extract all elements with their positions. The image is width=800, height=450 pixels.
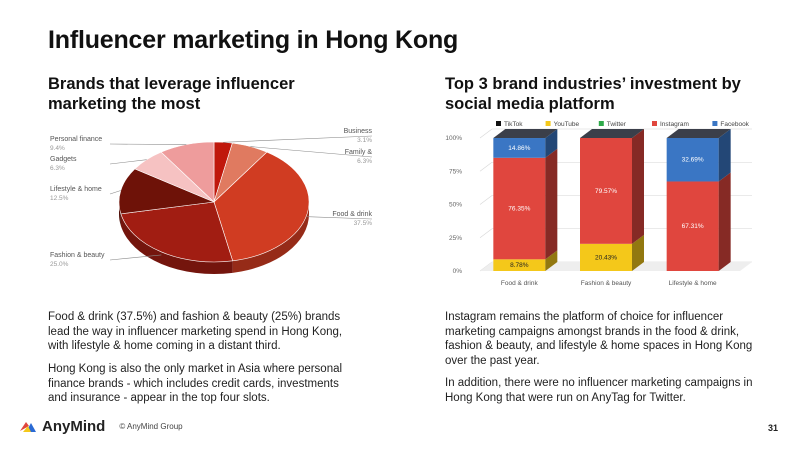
- pie-paragraph-2: Hong Kong is also the only market in Asi…: [48, 363, 343, 404]
- pie-label-6: Personal finance: [50, 136, 102, 143]
- bar-value-2-3: 67.31%: [682, 223, 704, 230]
- legend-swatch-3: [652, 121, 657, 126]
- anymind-logo-icon: [20, 421, 36, 432]
- y-tick-0: 0%: [453, 268, 463, 275]
- pie-label-5: Gadgets: [50, 156, 77, 163]
- bar-value-1-3: 79.57%: [595, 188, 617, 195]
- bar-side-1-3: [632, 129, 644, 244]
- page-title: Influencer marketing in Hong Kong: [48, 26, 459, 54]
- pie-section-heading: Brands that leverage influencer marketin…: [48, 75, 295, 113]
- legend-label-3: Instagram: [660, 121, 689, 128]
- pie-leader-2: [307, 216, 373, 220]
- bar-side-2-4: [718, 129, 731, 182]
- bar-side-2-3: [718, 172, 731, 271]
- x-tick-1: Fashion & beauty: [581, 280, 632, 287]
- bar-side-0-4: [545, 129, 558, 158]
- bar-0-youtube: [493, 259, 546, 271]
- grid-diag-3: [479, 162, 493, 172]
- bar-2-instagram: [666, 181, 719, 271]
- legend-label-0: TikTok: [504, 121, 523, 128]
- pie-slice-3: [120, 201, 234, 263]
- pie-leader-4: [109, 190, 121, 195]
- pie-leader-1: [250, 146, 373, 158]
- bar-side-0-1: [545, 250, 558, 271]
- pie-pct-0: 3.1%: [357, 137, 372, 144]
- bar-value-2-4: 32.69%: [682, 157, 704, 164]
- bar-section-heading: Top 3 brand industries’ investment by so…: [445, 75, 741, 113]
- pie-leader-6: [109, 143, 187, 145]
- pie-pct-5: 6.3%: [50, 165, 65, 172]
- bar-top-0: [493, 129, 558, 139]
- pie-pct-4: 12.5%: [50, 195, 69, 202]
- pie-pct-2: 37.5%: [354, 220, 373, 227]
- page-number: 31: [767, 423, 778, 433]
- grid-diag-4: [479, 128, 493, 139]
- y-tick-4: 100%: [445, 135, 462, 142]
- grid-diag-1: [479, 228, 493, 238]
- legend-label-2: Twitter: [607, 121, 627, 128]
- legend-swatch-1: [545, 121, 551, 126]
- pie-paragraph-1: Food & drink (37.5%) and fashion & beaut…: [48, 311, 343, 352]
- pie-label-3: Fashion & beauty: [50, 252, 105, 259]
- legend-swatch-0: [496, 121, 501, 126]
- bar-value-0-4: 14.86%: [508, 145, 530, 152]
- pie-slice-6: [160, 141, 215, 203]
- bar-side-0-3: [545, 148, 558, 260]
- bar-value-1-1: 20.43%: [595, 254, 617, 261]
- copyright-text: © AnyMind Group: [119, 422, 183, 431]
- pie-slice-2: [213, 151, 310, 262]
- pie-leader-3: [109, 254, 162, 261]
- pie-side-2: [232, 202, 309, 273]
- y-tick-1: 25%: [449, 235, 462, 242]
- brand-name: AnyMind: [42, 418, 106, 435]
- y-tick-3: 75%: [449, 168, 462, 175]
- bar-top-1: [580, 129, 644, 138]
- bar-2-facebook: [666, 138, 719, 182]
- bar-0-facebook: [493, 138, 546, 158]
- pie-label-0: Business: [344, 128, 373, 135]
- pie-pct-1: 6.3%: [357, 158, 372, 165]
- pie-leader-0: [223, 135, 373, 143]
- bar-0-instagram: [493, 157, 546, 260]
- pie-label-1: Family &: [345, 149, 373, 156]
- legend-swatch-4: [712, 121, 718, 126]
- bar-paragraph-2: In addition, there were no influencer ma…: [445, 377, 753, 404]
- bar-value-0-1: 8.78%: [510, 262, 529, 269]
- x-tick-0: Food & drink: [501, 280, 539, 287]
- grid-diag-2: [479, 195, 493, 205]
- y-tick-2: 50%: [449, 202, 462, 209]
- legend-swatch-2: [598, 121, 604, 126]
- footer: AnyMind © AnyMind Group: [18, 418, 183, 435]
- pie-pct-3: 25.0%: [50, 261, 69, 268]
- legend-label-1: YouTube: [554, 121, 580, 128]
- pie-label-4: Lifestyle & home: [50, 186, 102, 193]
- pie-leader-5: [109, 159, 147, 165]
- pie-chart: Business 3.1% Family & 6.3% Food & drink 37.5…: [50, 128, 373, 274]
- bar-paragraph-1: Instagram remains the platform of choice…: [445, 311, 753, 367]
- bar-value-0-3: 76.35%: [508, 206, 530, 213]
- bar-1-instagram: [580, 138, 632, 244]
- legend-label-4: Facebook: [720, 121, 749, 128]
- x-tick-2: Lifestyle & home: [669, 280, 717, 287]
- bar-1-youtube: [580, 243, 632, 271]
- pie-side-3: [120, 213, 233, 274]
- pie-pct-6: 9.4%: [50, 145, 65, 152]
- stacked-bar-chart: TikTok YouTube Twitter Instagram Facebook 8.…: [445, 121, 752, 287]
- pie-label-2: Food & drink: [332, 211, 372, 218]
- bar-top-2: [666, 129, 731, 138]
- bar-side-1-1: [632, 234, 644, 271]
